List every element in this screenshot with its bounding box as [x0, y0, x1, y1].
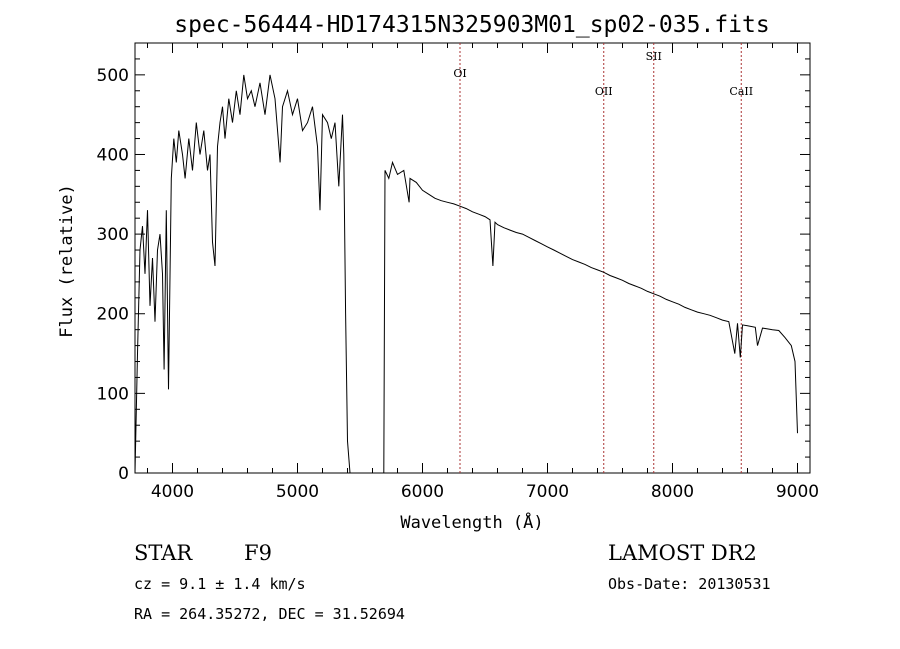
axis-ticks	[135, 42, 810, 474]
x-tick-label: 8000	[651, 482, 694, 502]
line-marker-label: OII	[595, 85, 613, 98]
x-tick-label: 7000	[526, 482, 569, 502]
x-tick-label: 6000	[401, 482, 444, 502]
y-tick-label: 500	[97, 66, 129, 86]
line-marker-label: CaII	[729, 85, 753, 98]
y-tick-label: 100	[97, 384, 129, 404]
tick-labels: 4000 5000 6000 7000 8000 9000 0 100 200 300 400 500	[97, 66, 820, 502]
y-tick-label: 0	[118, 464, 129, 484]
line-marker-label: OI	[453, 67, 466, 80]
y-tick-label: 300	[97, 225, 129, 245]
line-marker-label: SII	[646, 50, 662, 63]
spectrum-line	[134, 74, 798, 474]
x-tick-label: 9000	[776, 482, 819, 502]
plot-frame	[134, 42, 811, 474]
y-axis-label: Flux (relative)	[57, 184, 77, 338]
chart-title: spec-56444-HD174315N325903M01_sp02-035.f…	[174, 12, 769, 38]
cz-value: cz = 9.1 ± 1.4 km/s	[134, 575, 306, 593]
x-tick-label: 5000	[276, 482, 319, 502]
spectral-class: F9	[244, 541, 272, 565]
coordinates: RA = 264.35272, DEC = 31.52694	[134, 605, 405, 623]
y-tick-label: 200	[97, 305, 129, 325]
x-tick-label: 4000	[151, 482, 194, 502]
survey-name: LAMOST DR2	[608, 541, 757, 565]
object-type: STAR	[134, 541, 193, 565]
y-tick-label: 400	[97, 145, 129, 165]
x-axis-label: Wavelength (Å)	[400, 511, 543, 533]
obs-date: Obs-Date: 20130531	[608, 575, 771, 593]
line-annotations: OI OII SII CaII	[453, 43, 753, 473]
